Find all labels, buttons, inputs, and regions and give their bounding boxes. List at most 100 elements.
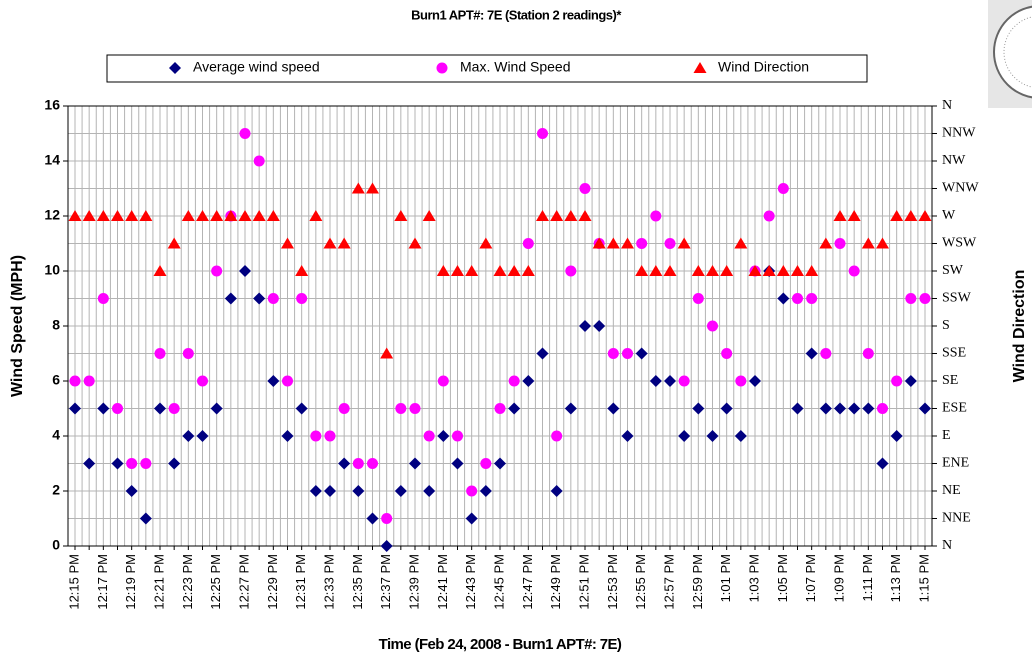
x-tick-label: 12:21 PM xyxy=(151,554,166,610)
triangle-marker xyxy=(68,210,82,221)
diamond-marker xyxy=(522,375,535,387)
triangle-marker xyxy=(693,62,707,73)
triangle-marker xyxy=(876,237,889,249)
circle-marker xyxy=(650,210,662,222)
y-tick-label: 0 xyxy=(52,537,60,553)
diamond-marker xyxy=(83,457,96,470)
diamond-marker xyxy=(210,402,223,415)
triangle-marker xyxy=(351,182,365,194)
x-tick-label: 12:29 PM xyxy=(265,554,280,610)
x-tick-label: 12:35 PM xyxy=(350,554,365,610)
diamond-marker xyxy=(621,430,634,442)
circle-marker xyxy=(848,265,860,277)
diamond-marker xyxy=(692,402,705,415)
series xyxy=(69,265,931,552)
circle-marker xyxy=(83,375,95,387)
triangle-marker xyxy=(663,265,677,276)
triangle-marker xyxy=(734,237,748,249)
circle-marker xyxy=(126,458,138,469)
circle-marker xyxy=(112,403,123,414)
x-tick-label: 12:41 PM xyxy=(435,554,450,610)
y2-tick-label: S xyxy=(942,318,950,333)
x-tick-label: 12:23 PM xyxy=(180,554,195,610)
circle-marker xyxy=(367,458,378,469)
triangle-marker xyxy=(904,210,918,221)
triangle-marker xyxy=(111,210,124,221)
circle-marker xyxy=(806,293,818,304)
diamond-marker xyxy=(139,512,152,525)
diamond-marker xyxy=(734,430,747,442)
circle-marker xyxy=(239,128,251,139)
circle-marker xyxy=(508,375,520,387)
y-tick-label: 16 xyxy=(44,97,60,113)
y2-tick-label: SSE xyxy=(942,346,966,361)
diamond-marker xyxy=(125,485,138,497)
y2-tick-label: N xyxy=(942,538,952,553)
diamond-marker xyxy=(536,347,549,360)
x-tick-label: 1:07 PM xyxy=(803,554,818,602)
triangle-marker xyxy=(748,265,762,276)
circle-marker xyxy=(140,458,152,469)
circle-marker xyxy=(437,375,449,387)
diamond-marker xyxy=(720,402,733,415)
triangle-marker xyxy=(649,265,663,276)
diamond-marker xyxy=(564,402,577,415)
triangle-marker xyxy=(295,265,309,276)
x-tick-label: 12:43 PM xyxy=(463,554,478,610)
diamond-marker xyxy=(281,430,294,442)
y2-tick-label: SE xyxy=(942,373,958,388)
diamond-marker xyxy=(834,402,846,415)
diamond-marker xyxy=(352,485,365,497)
y2-tick-label: ENE xyxy=(942,456,969,471)
y-tick-label: 4 xyxy=(52,427,60,443)
x-tick-label: 12:33 PM xyxy=(321,554,336,610)
triangle-marker xyxy=(918,210,932,221)
diamond-marker xyxy=(409,457,421,470)
x-tick-label: 1:11 PM xyxy=(860,554,875,601)
triangle-marker xyxy=(890,210,904,221)
triangle-marker xyxy=(394,210,408,221)
triangle-marker xyxy=(210,210,224,221)
circle-marker xyxy=(537,128,548,139)
circle-marker xyxy=(579,183,591,194)
x-tick-label: 12:31 PM xyxy=(293,554,308,610)
diamond-marker xyxy=(239,265,251,277)
y-tick-label: 10 xyxy=(44,262,60,278)
x-tick-label: 1:13 PM xyxy=(888,554,903,602)
triangle-marker xyxy=(507,265,521,276)
y2-tick-label: ESE xyxy=(942,401,967,416)
diamond-marker xyxy=(154,402,166,415)
y2-tick-label: SSW xyxy=(942,291,972,306)
diamond-marker xyxy=(394,485,407,497)
x-axis-label: Time (Feb 24, 2008 - Burn1 APT#: 7E) xyxy=(379,636,622,653)
y2-axis-label: Wind Direction xyxy=(1011,270,1028,383)
triangle-marker xyxy=(224,210,238,221)
x-tick-label: 12:55 PM xyxy=(633,554,648,610)
circle-marker xyxy=(636,238,648,249)
triangle-marker xyxy=(408,237,422,249)
triangle-marker xyxy=(82,210,96,221)
circle-marker xyxy=(622,348,633,359)
triangle-marker xyxy=(139,210,153,221)
legend-label: Max. Wind Speed xyxy=(460,59,571,75)
x-tick-label: 1:09 PM xyxy=(831,554,846,602)
circle-marker xyxy=(338,403,350,414)
diamond-marker xyxy=(169,62,181,74)
diamond-marker xyxy=(494,457,506,470)
diamond-marker xyxy=(805,347,818,360)
circle-marker xyxy=(409,403,421,414)
diamond-marker xyxy=(706,430,719,442)
plot-area xyxy=(67,105,933,547)
diamond-marker xyxy=(550,485,563,497)
triangle-marker xyxy=(861,237,875,249)
x-tick-label: 12:47 PM xyxy=(520,554,535,610)
circle-marker xyxy=(919,293,931,304)
diamond-marker xyxy=(848,402,861,415)
triangle-marker xyxy=(196,210,209,221)
diamond-marker xyxy=(819,402,832,415)
x-tick-label: 12:17 PM xyxy=(95,554,110,610)
circle-marker xyxy=(763,210,775,222)
x-tick-label: 12:39 PM xyxy=(406,554,421,610)
triangle-marker xyxy=(337,237,351,249)
